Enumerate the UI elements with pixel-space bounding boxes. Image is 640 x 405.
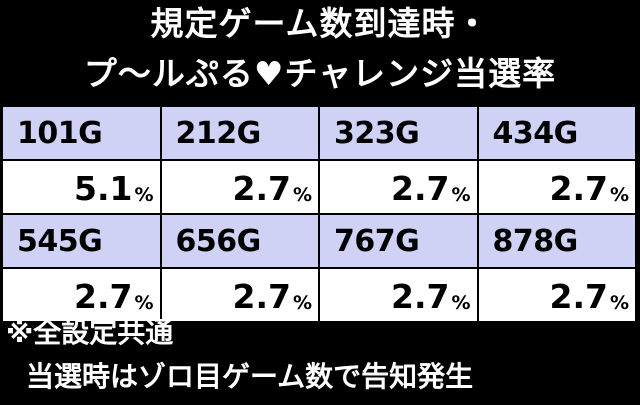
game-count-cell: 101G [3,107,160,159]
game-count-cell: 545G [3,215,160,267]
percent-sign: % [134,184,154,206]
rate-cell: 2.7% [161,269,318,321]
heart-icon: ♥ [253,54,285,93]
rate-cell: 2.7% [3,269,160,321]
title-line-2a: プ〜ルぷる [83,54,254,93]
rate-table: 101G 212G 323G 434G 5.1% 2.7% 2.7% 2.7% … [3,107,635,321]
rate-value: 5.1 [73,169,133,208]
percent-sign: % [609,184,629,206]
rate-value: 2.7 [232,169,291,208]
rate-cell: 2.7% [320,269,477,321]
rate-value: 2.7 [73,277,133,316]
game-count-cell: 656G [161,215,318,267]
rate-value: 2.7 [232,277,291,316]
rate-cell: 2.7% [161,161,318,213]
percent-sign: % [451,292,471,314]
game-count-cell: 212G [161,107,318,159]
percent-sign: % [292,292,312,314]
game-count-cell: 434G [478,107,635,159]
percent-sign: % [451,184,471,206]
rate-value: 2.7 [549,169,608,208]
note-line-2: 当選時はゾロ目ゲーム数で告知発生 [26,360,474,393]
game-count-cell: 767G [320,215,477,267]
rate-cell: 2.7% [478,269,635,321]
title-line-1: 規定ゲーム数到達時・ [150,4,490,43]
rate-cell: 2.7% [478,161,635,213]
rate-cell: 5.1% [3,161,160,213]
percent-sign: % [134,292,154,314]
rate-value: 2.7 [390,169,450,208]
percent-sign: % [609,292,629,314]
note-line-1: ※全設定共通 [6,316,174,349]
title-line-2b: チャレンジ当選率 [284,54,557,93]
game-count-cell: 878G [478,215,635,267]
rate-value: 2.7 [390,277,450,316]
game-count-cell: 323G [320,107,477,159]
rate-value: 2.7 [549,277,608,316]
title-line-2: プ〜ルぷる♥チャレンジ当選率 [0,54,640,94]
rate-cell: 2.7% [320,161,477,213]
percent-sign: % [292,184,312,206]
